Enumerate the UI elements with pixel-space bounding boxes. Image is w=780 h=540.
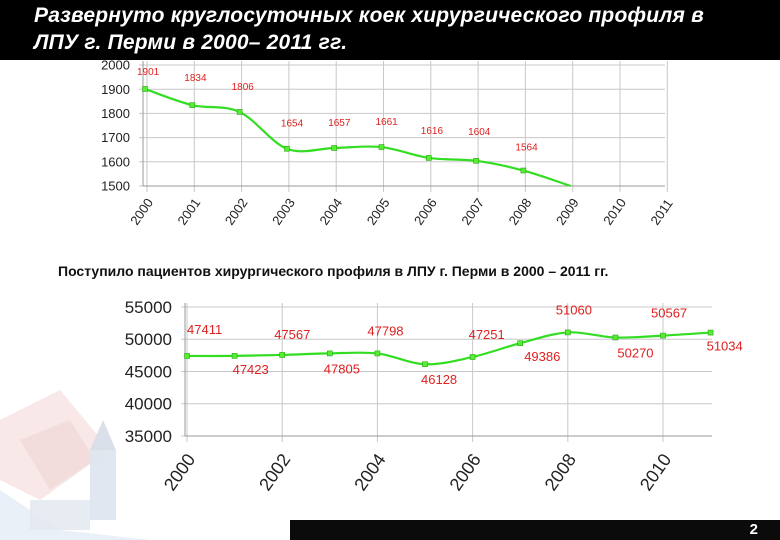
data-label: 47798 (367, 323, 403, 338)
data-label: 51060 (556, 302, 592, 317)
x-tick-label: 2006 (411, 195, 440, 227)
data-point (425, 155, 432, 161)
chart-2: 35000 40000 45000 50000 55000 2000 2002 2004 200… (125, 298, 743, 494)
data-point (284, 145, 290, 152)
y-tick-label: 50000 (125, 330, 172, 349)
y-tick-label: 45000 (125, 362, 172, 381)
data-point (473, 158, 479, 164)
data-point (378, 144, 385, 150)
y-tick-label: 35000 (125, 427, 172, 446)
x-tick-label: 2001 (174, 195, 203, 227)
footer-bar: 2 (290, 520, 780, 540)
x-tick-label: 2008 (506, 195, 535, 227)
y-tick-label: 40000 (125, 395, 172, 414)
data-point (520, 167, 527, 174)
data-point (564, 329, 571, 336)
x-tick-label: 2010 (600, 195, 629, 227)
data-label: 1616 (421, 126, 444, 137)
x-tick-label: 2006 (445, 450, 484, 494)
data-label: 1834 (184, 73, 207, 84)
data-label: 47411 (187, 322, 222, 337)
data-point (142, 86, 148, 92)
x-tick-label: 2000 (127, 195, 156, 227)
data-point (660, 332, 666, 339)
data-label: 50270 (617, 346, 653, 361)
x-tick-label: 2010 (636, 450, 675, 494)
data-label: 50567 (651, 306, 687, 321)
y-tick-label: 2000 (101, 58, 130, 73)
y-tick-label: 1800 (101, 106, 130, 121)
data-point (231, 353, 238, 359)
x-tick-label: 2011 (647, 196, 675, 228)
data-point (422, 361, 428, 368)
data-point (326, 350, 333, 357)
data-label: 47251 (469, 327, 505, 342)
y-tick-label: 1500 (101, 179, 130, 194)
x-tick-label: 2002 (255, 450, 294, 494)
data-label: 46128 (421, 372, 457, 387)
slide-title: Развернуто круглосуточных коек хирургиче… (34, 4, 705, 54)
data-label: 1661 (376, 117, 399, 128)
x-tick-label: 2008 (541, 450, 580, 494)
data-point (469, 354, 476, 360)
data-label: 47567 (274, 327, 310, 342)
y-tick-label: 55000 (125, 298, 172, 317)
data-label: 1901 (137, 67, 160, 78)
y-tick-label: 1600 (101, 154, 130, 169)
x-tick-label: 2003 (269, 195, 298, 227)
x-tick-label: 2007 (458, 195, 487, 227)
data-label: 47805 (324, 361, 360, 376)
y-tick-label: 1700 (101, 130, 130, 145)
x-tick-label: 2005 (364, 195, 393, 227)
chart-1: 1500 1600 1700 1800 1900 2000 2000 2001 2002 2003… (101, 58, 676, 228)
x-tick-label: 2004 (350, 450, 389, 494)
x-tick-label: 2004 (316, 195, 345, 227)
data-label: 49386 (524, 349, 560, 364)
data-point (189, 102, 196, 108)
series-line (186, 331, 711, 366)
plot-area (143, 61, 665, 186)
data-point (374, 350, 381, 357)
data-point (184, 353, 190, 359)
data-label: 1654 (281, 119, 304, 130)
title-bar: Развернуто круглосуточных коек хирургиче… (0, 0, 780, 60)
data-label: 51034 (707, 339, 743, 354)
series-line (144, 87, 572, 188)
data-label: 1657 (328, 118, 351, 129)
y-tick-label: 1900 (101, 82, 130, 97)
x-tick-label: 2002 (222, 195, 251, 227)
x-tick-label: 2009 (553, 195, 582, 227)
data-label: 1806 (232, 82, 255, 93)
data-point (517, 340, 524, 347)
data-point (612, 334, 619, 341)
chart-caption: Поступило пациентов хирургического профи… (58, 263, 609, 279)
data-point (707, 329, 714, 336)
city-emblem-decoration (0, 390, 150, 540)
data-point (331, 145, 338, 151)
data-point (279, 352, 286, 358)
data-point (236, 109, 243, 115)
data-label: 1604 (468, 127, 491, 138)
plot-area (185, 303, 712, 436)
data-label: 47423 (233, 362, 269, 377)
x-tick-label: 2000 (160, 450, 199, 494)
data-label: 1564 (515, 143, 538, 154)
page-number: 2 (749, 521, 758, 538)
